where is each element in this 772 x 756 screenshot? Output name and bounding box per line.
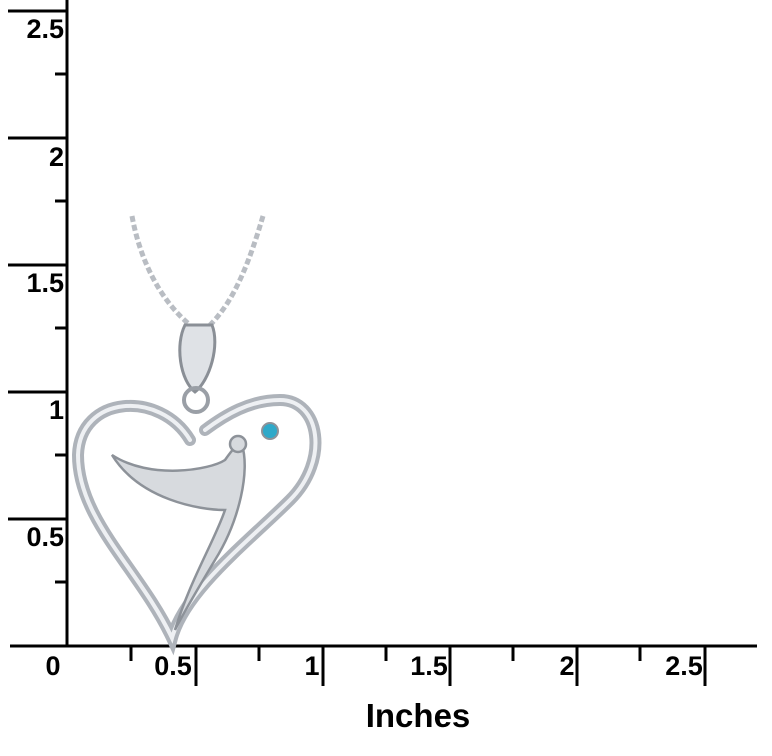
- y-label-1.5: 1.5: [26, 268, 64, 298]
- jump-ring: [182, 386, 210, 414]
- x-label-0: 0: [45, 651, 61, 681]
- y-label-2: 2: [48, 142, 64, 172]
- x-label-1: 1: [304, 651, 320, 681]
- chain-right: [208, 215, 266, 327]
- y-label-2.5: 2.5: [26, 14, 64, 44]
- angel-head: [228, 434, 248, 454]
- bail: [178, 323, 217, 394]
- heart-outline: [71, 393, 322, 656]
- angel-figure: [110, 442, 246, 631]
- chain-left: [129, 215, 192, 327]
- x-label-1.5: 1.5: [410, 651, 448, 681]
- y-label-1: 1: [48, 395, 64, 425]
- y-label-0.5: 0.5: [26, 522, 64, 552]
- unit-label: Inches: [365, 697, 471, 734]
- x-label-0.5: 0.5: [154, 651, 192, 681]
- x-label-2: 2: [559, 651, 575, 681]
- pendant-necklace-image: [71, 215, 322, 656]
- gem-stone: [261, 422, 279, 440]
- x-label-2.5: 2.5: [665, 651, 703, 681]
